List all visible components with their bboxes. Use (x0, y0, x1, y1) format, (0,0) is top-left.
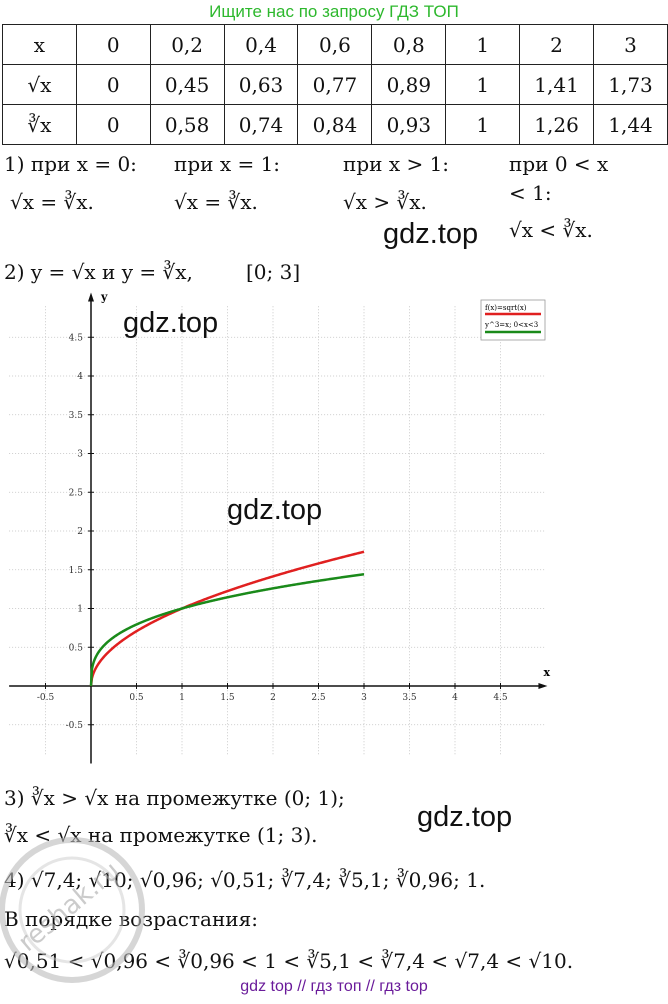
table-cell: 0 (75, 24, 151, 65)
legend-box (480, 299, 546, 341)
table-cell: 1,26 (519, 104, 594, 145)
x-axis-label: x (543, 666, 550, 679)
watermark: gdz.top (383, 218, 479, 250)
x-tick-label: 0.5 (129, 693, 144, 703)
part1-c3-head: при x > 1: (343, 152, 450, 176)
y-tick-label: 2.5 (69, 488, 84, 498)
watermark: gdz.top (123, 307, 219, 339)
x-tick-label: -0.5 (37, 693, 55, 703)
x-tick-label: 4 (452, 693, 458, 703)
reshak-stamp: reshak.ru (0, 837, 145, 983)
table-cell: 1 (445, 24, 521, 65)
x-axis-arrow (538, 683, 548, 689)
table-cell: 0,74 (223, 104, 299, 145)
table-cell: 1,44 (593, 104, 668, 145)
watermark: gdz.top (417, 801, 513, 833)
part1-c2-body: √x = ∛x. (174, 190, 258, 214)
x-tick-label: 3.5 (402, 693, 417, 703)
table-row: ∛x 0 0,58 0,74 0,84 0,93 1 1,26 1,44 (2, 104, 668, 145)
table-cell: 1 (445, 104, 521, 145)
table-cell: 1,41 (519, 64, 594, 105)
y-tick-label: 3.5 (69, 411, 84, 421)
x-tick-label: 2.5 (311, 693, 326, 703)
y-tick-label: 4 (77, 372, 83, 382)
table-cell: x (2, 24, 77, 65)
table-cell: 0,63 (223, 64, 299, 105)
values-table: x 0 0,2 0,4 0,6 0,8 1 2 3 √x 0 0,45 0,63… (2, 24, 668, 145)
table-row: x 0 0,2 0,4 0,6 0,8 1 2 3 (2, 24, 668, 65)
y-tick-label: 4.5 (69, 333, 84, 343)
y-tick-label: 2 (77, 527, 83, 537)
table-cell: 0,2 (149, 24, 225, 65)
footer: gdz top // гдз топ // гдз top (240, 978, 428, 995)
top-banner: Ищите нас по запросу ГДЗ ТОП (209, 2, 459, 21)
table-cell: 1 (445, 64, 521, 105)
table-cell: 0,58 (149, 104, 225, 145)
part1-c4-body: √x < ∛x. (509, 218, 593, 242)
part2-interval: [0; 3] (246, 260, 301, 284)
table-cell: 0,77 (297, 64, 373, 105)
x-tick-label: 3 (361, 693, 367, 703)
x-tick-label: 1 (179, 693, 185, 703)
table-cell: ∛x (2, 104, 77, 145)
part2-title: 2) y = √x и y = ∛x, (4, 260, 193, 284)
table-cell: 0,6 (297, 24, 373, 65)
x-tick-label: 4.5 (493, 693, 508, 703)
legend-label-cbrt: y^3=x; 0<x<3 (484, 321, 538, 329)
part4-line1: 4) √7,4; √10; √0,96; √0,51; ∛7,4; ∛5,1; … (4, 868, 486, 892)
part1-c4-head1: при 0 < x (509, 152, 609, 176)
part4-line2: В порядке возрастания: (4, 907, 258, 931)
table-cell: 1,73 (593, 64, 668, 105)
part1-c1-head: 1) при x = 0: (4, 152, 137, 176)
part1-c3-body: √x > ∛x. (343, 190, 427, 214)
table-cell: 2 (519, 24, 594, 65)
watermark: gdz.top (227, 494, 323, 526)
part1-c1-body: √x = ∛x. (10, 190, 94, 214)
y-tick-label: -0.5 (66, 721, 84, 731)
part1-c4-head2: < 1: (509, 181, 552, 205)
y-tick-label: 3 (77, 450, 83, 460)
y-tick-label: 1 (77, 605, 83, 615)
y-axis-arrow (88, 292, 94, 302)
table-cell: 0,8 (371, 24, 447, 65)
function-graph: x y -0.5 0.5 1 1.5 2 2.5 3 3.5 4 4.5 4.5 4 3.5 3 2.5 2 1.5… (9, 291, 550, 764)
table-row: √x 0 0,45 0,63 0,77 0,89 1 1,41 1,73 (2, 64, 668, 105)
table-cell: √x (2, 64, 77, 105)
table-cell: 0,89 (371, 64, 447, 105)
table-cell: 0 (75, 104, 151, 145)
y-tick-label: 0.5 (69, 643, 84, 653)
part3-line1: 3) ∛x > √x на промежутке (0; 1); (4, 786, 345, 810)
table-cell: 0,45 (149, 64, 225, 105)
stamp-text: reshak.ru (13, 856, 126, 958)
x-tick-label: 1.5 (220, 693, 235, 703)
y-axis-label: y (100, 291, 108, 304)
table-cell: 0,4 (223, 24, 299, 65)
sqrt-curve (89, 550, 365, 687)
x-tick-label: 2 (270, 693, 276, 703)
legend-label-sqrt: f(x)=sqrt(x) (485, 304, 527, 312)
table-cell: 0 (75, 64, 151, 105)
y-tick-label: 1.5 (69, 566, 84, 576)
cbrt-curve (89, 572, 365, 687)
table-cell: 0,84 (297, 104, 373, 145)
part1-c2-head: при x = 1: (174, 152, 281, 176)
table-cell: 3 (593, 24, 668, 65)
table-cell: 0,93 (371, 104, 447, 145)
